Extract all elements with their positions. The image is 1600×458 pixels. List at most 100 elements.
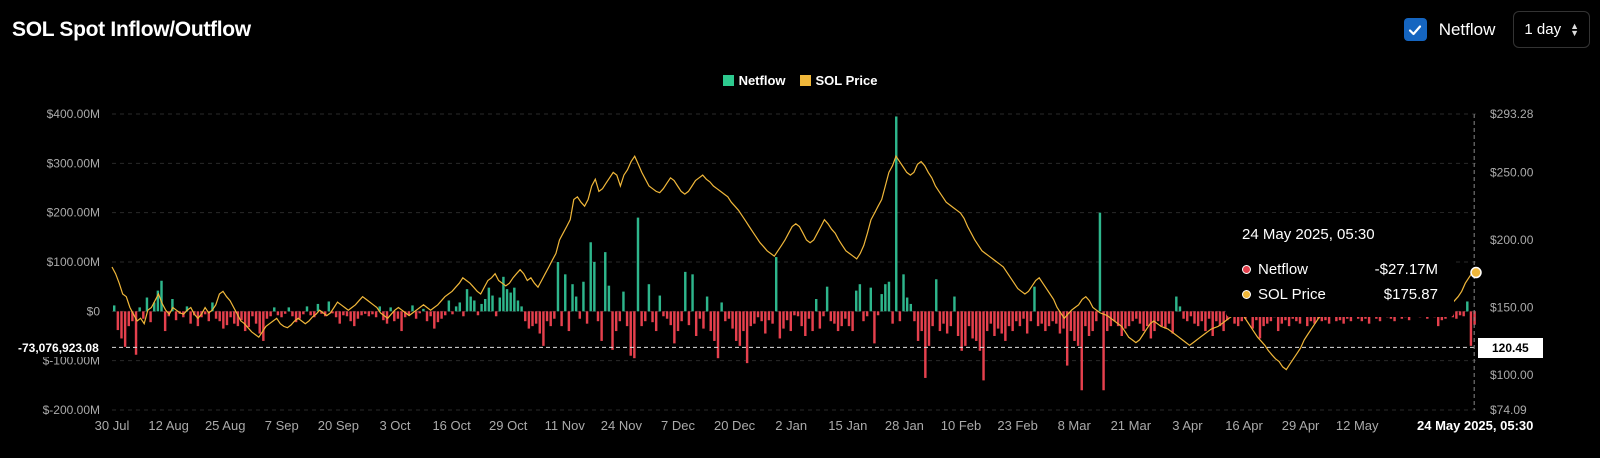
netflow-bar xyxy=(156,290,160,312)
x-axis-tick: 7 Sep xyxy=(265,418,299,433)
netflow-bar xyxy=(745,311,749,364)
netflow-bar xyxy=(851,311,854,332)
netflow-bar xyxy=(254,311,258,324)
netflow-bar xyxy=(414,311,418,319)
netflow-bar xyxy=(582,281,585,312)
netflow-bar xyxy=(287,307,291,312)
x-axis-tick: 24 Nov xyxy=(601,418,643,433)
x-axis-tick: 16 Oct xyxy=(432,418,471,433)
netflow-bar xyxy=(618,311,622,322)
netflow-bar xyxy=(1091,311,1094,332)
netflow-bar xyxy=(534,311,538,324)
netflow-bar xyxy=(651,311,654,323)
netflow-bar xyxy=(484,299,487,312)
tooltip-date: 24 May 2025, 05:30 xyxy=(1242,226,1375,243)
interval-dropdown[interactable]: 1 day ▲ ▼ xyxy=(1513,11,1590,48)
netflow-bar xyxy=(782,311,785,329)
netflow-bar xyxy=(887,281,891,312)
netflow-bar xyxy=(1113,311,1116,322)
netflow-checkbox[interactable] xyxy=(1403,18,1427,41)
x-axis-tick: 8 Mar xyxy=(1058,418,1092,433)
netflow-bar xyxy=(1204,311,1207,332)
netflow-bar xyxy=(454,306,458,312)
netflow-bar xyxy=(222,311,225,329)
netflow-bar xyxy=(985,311,989,332)
netflow-bar xyxy=(276,311,280,316)
netflow-bar xyxy=(1182,311,1185,319)
netflow-bar xyxy=(654,311,658,332)
netflow-bar xyxy=(993,311,996,336)
netflow-bar xyxy=(316,303,320,312)
crosshair-left-value: -73,076,923.08 xyxy=(14,339,103,357)
netflow-bar xyxy=(665,311,669,319)
x-axis-tick: 3 Apr xyxy=(1172,418,1203,433)
netflow-bar xyxy=(1156,311,1160,322)
netflow-bar xyxy=(687,311,691,326)
netflow-bar xyxy=(564,274,567,312)
netflow-bar xyxy=(636,217,640,312)
netflow-bar xyxy=(233,311,236,324)
tooltip-row-netflow: Netflow -$27.17M xyxy=(1242,261,1438,278)
netflow-bar xyxy=(1073,311,1076,341)
netflow-bar xyxy=(833,311,836,324)
legend-item-netflow[interactable]: Netflow xyxy=(722,73,786,88)
legend-item-sol-price[interactable]: SOL Price xyxy=(799,73,877,88)
netflow-bar xyxy=(509,292,512,312)
netflow-bar xyxy=(1055,311,1058,324)
netflow-bar xyxy=(403,311,407,318)
netflow-bar xyxy=(251,311,254,317)
netflow-bar xyxy=(975,311,978,341)
netflow-bar xyxy=(549,311,552,327)
y-axis-left-tick: $300.00M xyxy=(47,156,100,170)
netflow-bar xyxy=(436,311,440,323)
netflow-bar xyxy=(724,311,727,322)
netflow-bar xyxy=(1124,311,1127,329)
netflow-bar xyxy=(153,302,156,312)
legend-label-netflow: Netflow xyxy=(738,73,786,88)
y-axis-right-tick: $100.00 xyxy=(1490,368,1534,382)
netflow-bar xyxy=(600,311,603,341)
netflow-bar xyxy=(487,287,491,312)
y-axis-right-tick: $200.00 xyxy=(1490,233,1534,247)
netflow-bar xyxy=(356,311,360,319)
chevron-updown-icon: ▲ ▼ xyxy=(1570,20,1579,38)
netflow-bar xyxy=(240,311,243,321)
netflow-bar xyxy=(1015,311,1018,322)
netflow-bar xyxy=(1171,311,1174,334)
netflow-bar xyxy=(163,311,167,332)
tooltip-label-sol-price: SOL Price xyxy=(1258,286,1326,303)
netflow-bar xyxy=(989,311,993,324)
crosshair-date-label: 24 May 2025, 05:30 xyxy=(1414,417,1537,434)
netflow-bar xyxy=(1160,311,1163,327)
x-axis-tick: 25 Aug xyxy=(205,418,246,433)
netflow-bar xyxy=(1287,311,1291,327)
netflow-bar xyxy=(174,311,178,321)
netflow-bar xyxy=(716,311,720,359)
netflow-bar xyxy=(891,311,894,324)
netflow-bar xyxy=(633,311,636,359)
netflow-bar xyxy=(1098,212,1102,312)
netflow-bar xyxy=(811,311,814,332)
netflow-bar xyxy=(702,311,705,329)
netflow-bar xyxy=(1069,311,1073,332)
netflow-checkbox-label[interactable]: Netflow xyxy=(1438,19,1496,39)
netflow-bar xyxy=(756,311,760,318)
x-axis-tick: 2 Jan xyxy=(775,418,807,433)
netflow-bar xyxy=(953,296,956,312)
netflow-bar xyxy=(913,311,916,322)
netflow-bar xyxy=(815,299,818,312)
netflow-bar xyxy=(138,307,141,312)
netflow-bar xyxy=(727,311,731,319)
netflow-bar xyxy=(505,289,509,312)
netflow-bar xyxy=(1313,311,1316,324)
netflow-bar xyxy=(1215,311,1218,322)
netflow-bar xyxy=(273,307,276,312)
netflow-bar xyxy=(280,311,283,318)
netflow-bar xyxy=(123,311,127,347)
netflow-bar xyxy=(283,311,287,314)
netflow-bar xyxy=(345,311,349,317)
netflow-bar xyxy=(1000,311,1003,334)
netflow-bar xyxy=(793,311,796,316)
netflow-bar xyxy=(116,311,120,331)
